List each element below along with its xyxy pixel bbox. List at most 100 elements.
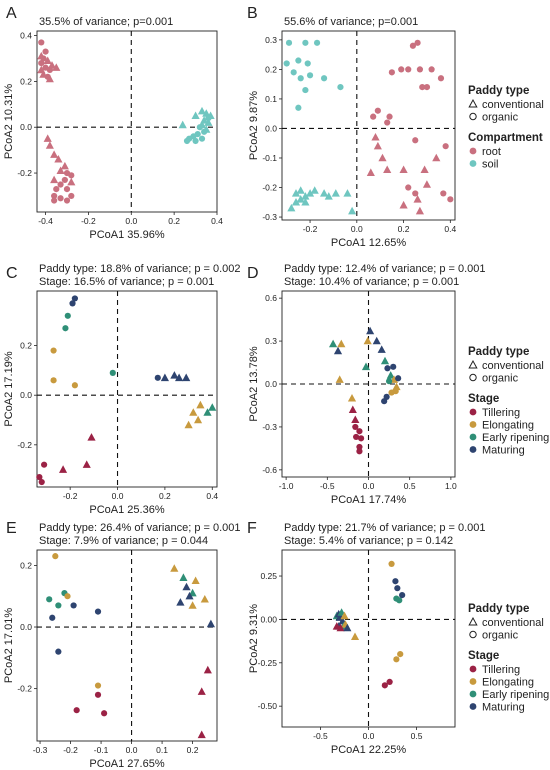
x-tick-label: 0.2 [168, 216, 180, 226]
x-tick-label: -0.1 [94, 745, 109, 755]
data-point-circle [414, 39, 421, 46]
data-point-triangle [175, 373, 184, 382]
data-point-triangle [194, 415, 203, 424]
data-point-circle [428, 66, 435, 73]
data-point-circle [285, 39, 293, 46]
y-tick-label: -0.3 [262, 212, 277, 222]
data-point-circle [386, 678, 393, 685]
data-point-circle [154, 374, 161, 381]
data-point-circle [385, 378, 393, 385]
x-tick-label: 0.0 [126, 745, 138, 755]
x-tick-label: 0.4 [211, 216, 223, 226]
data-point-triangle [372, 336, 381, 345]
data-point-circle [38, 478, 45, 486]
data-point-circle [38, 59, 45, 67]
legend-label: Tillering [482, 664, 520, 676]
y-axis-label: PCoA2 9.31% [248, 604, 260, 673]
stat-text: Stage: 10.4% of variance; p = 0.001 [284, 276, 459, 288]
panel-e: E Paddy type: 26.4% of variance; p = 0.00… [3, 520, 241, 770]
data-point-circle [409, 42, 417, 49]
data-point-triangle [206, 619, 215, 628]
x-tick-label: -0.2 [63, 491, 78, 501]
data-point-triangle [324, 192, 333, 200]
data-point-circle [437, 75, 445, 82]
data-point-triangle [291, 189, 301, 197]
data-point-triangle [287, 203, 296, 212]
legend-label: Tillering [482, 407, 520, 419]
x-tick-label: -0.3 [33, 745, 48, 755]
data-point-circle [68, 192, 75, 200]
legend-key-circle-icon [469, 630, 477, 639]
stat-text: Paddy type: 26.4% of variance; p = 0.001 [39, 522, 241, 534]
data-point-circle [304, 60, 311, 67]
legend-label: conventional [482, 617, 544, 629]
data-point-circle [356, 428, 363, 435]
data-point-triangle [197, 687, 206, 695]
plot-frame [36, 30, 218, 213]
x-tick-label: -0.5 [320, 481, 335, 491]
legend-key-color-icon [469, 147, 477, 155]
data-point-circle [320, 75, 328, 82]
data-point-triangle [39, 70, 48, 78]
data-point-triangle [335, 375, 344, 383]
data-point-circle [440, 190, 447, 197]
data-point-circle [399, 592, 406, 599]
data-point-circle [337, 84, 344, 91]
panel-c: C Paddy type: 18.8% of variance; p = 0.00… [3, 263, 241, 516]
data-point-circle [386, 113, 393, 120]
legend-label: Elongating [482, 420, 534, 432]
x-tick-label: -1.0 [279, 481, 294, 491]
y-tick-label: -0.3 [262, 422, 277, 432]
data-point-triangle [420, 165, 429, 173]
data-point-triangle [170, 564, 179, 572]
data-point-circle [397, 651, 404, 658]
data-point-circle [290, 69, 297, 76]
legend-label: conventional [482, 99, 544, 111]
data-point-circle [353, 433, 360, 441]
stat-text: Paddy type: 18.8% of variance; p = 0.002 [39, 263, 241, 275]
data-point-circle [390, 363, 397, 370]
data-point-circle [69, 300, 76, 307]
legend-label: Maturing [482, 445, 525, 457]
y-tick-label: 0.2 [20, 341, 32, 351]
data-point-circle [38, 39, 45, 46]
data-point-circle [64, 593, 71, 600]
data-point-triangle [366, 168, 375, 176]
data-point-circle [388, 560, 395, 567]
data-point-circle [183, 137, 191, 145]
panel-a: A 35.5% of variance; p=0.001 -0.4 -0.2 0.0 0.… [3, 5, 223, 241]
data-point-triangle [45, 141, 54, 149]
data-point-circle [393, 656, 400, 663]
data-point-triangle [351, 415, 360, 423]
data-point-triangle [378, 153, 387, 162]
legend-key-triangle-icon [468, 359, 478, 369]
data-point-circle [51, 192, 58, 200]
data-point-triangle [182, 373, 191, 382]
plot-frame [281, 30, 456, 221]
y-tick-label: -0.2 [17, 684, 32, 694]
data-point-circle [447, 196, 454, 203]
data-point-triangle [202, 109, 211, 117]
data-point-circle [302, 86, 309, 94]
data-point-triangle [185, 591, 194, 600]
y-tick-label: 0.2 [20, 560, 32, 570]
data-point-circle [71, 382, 78, 389]
data-point-triangle [348, 405, 357, 413]
stat-text: Paddy type: 12.4% of variance; p = 0.001 [284, 263, 486, 275]
data-point-circle [57, 195, 64, 202]
data-point-circle [396, 597, 403, 604]
data-point-triangle [380, 356, 390, 365]
data-point-triangle [336, 623, 345, 632]
y-axis-label: PCoA2 17.19% [3, 351, 15, 426]
legend-label: Early ripening [482, 432, 549, 444]
data-point-triangle [306, 189, 315, 197]
data-point-circle [352, 423, 359, 431]
data-point-circle [50, 347, 57, 354]
data-point-circle [297, 75, 304, 82]
data-point-triangle [191, 576, 200, 584]
x-tick-label: 0.0 [351, 224, 363, 234]
data-point-triangle [176, 598, 185, 606]
data-point-triangle [182, 582, 191, 591]
x-axis-label: PCoA1 22.25% [331, 744, 406, 756]
panel-letter: F [247, 520, 257, 537]
